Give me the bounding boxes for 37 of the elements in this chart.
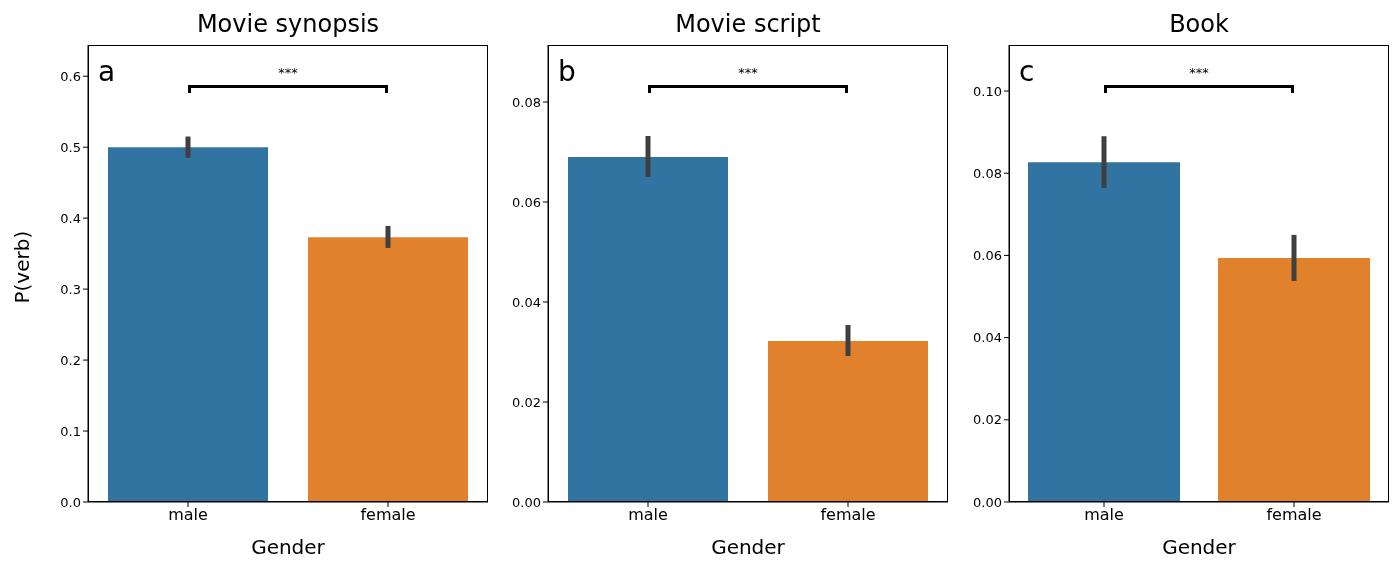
x-tick-label: female — [360, 505, 416, 525]
annotation: c — [1019, 55, 1035, 88]
y-axis-title: P(verb) — [10, 230, 35, 304]
x-axis-title: Gender — [1162, 535, 1237, 559]
x-tick-label: male — [628, 505, 668, 525]
annotation: a — [98, 55, 116, 88]
y-tick-label: 0.10 — [973, 83, 1002, 99]
chart-title: Movie script — [674, 10, 822, 38]
annotation: *** — [1189, 65, 1209, 80]
y-tick-label: 0.5 — [60, 139, 81, 155]
chart-title: Movie synopsis — [195, 10, 381, 38]
y-tick-label: 0.2 — [60, 352, 81, 368]
annotation: b — [558, 55, 576, 88]
x-tick-label: male — [1084, 505, 1124, 525]
y-tick-label: 0.0 — [60, 494, 81, 510]
y-tick-label: 0.6 — [60, 68, 81, 84]
x-tick-label: male — [168, 505, 208, 525]
y-tick-label: 0.1 — [60, 423, 81, 439]
y-tick-label: 0.04 — [973, 330, 1002, 346]
y-tick-label: 0.00 — [973, 494, 1002, 510]
y-tick-label: 0.04 — [512, 294, 541, 310]
y-tick-label: 0.00 — [512, 494, 541, 510]
annotation: *** — [278, 65, 298, 80]
x-axis-title: Gender — [251, 535, 326, 559]
y-tick-label: 0.08 — [512, 94, 541, 110]
y-tick-label: 0.08 — [973, 165, 1002, 181]
y-tick-label: 0.3 — [60, 281, 81, 297]
x-axis-title: Gender — [711, 535, 786, 559]
y-tick-label: 0.06 — [512, 194, 541, 210]
y-tick-label: 0.02 — [512, 394, 541, 410]
y-tick-label: 0.06 — [973, 248, 1002, 264]
x-tick-label: female — [1266, 505, 1322, 525]
x-tick-label: female — [820, 505, 876, 525]
y-tick-label: 0.4 — [60, 210, 81, 226]
chart-title: Book — [1168, 10, 1230, 38]
annotation: *** — [738, 65, 758, 80]
y-tick-label: 0.02 — [973, 412, 1002, 428]
